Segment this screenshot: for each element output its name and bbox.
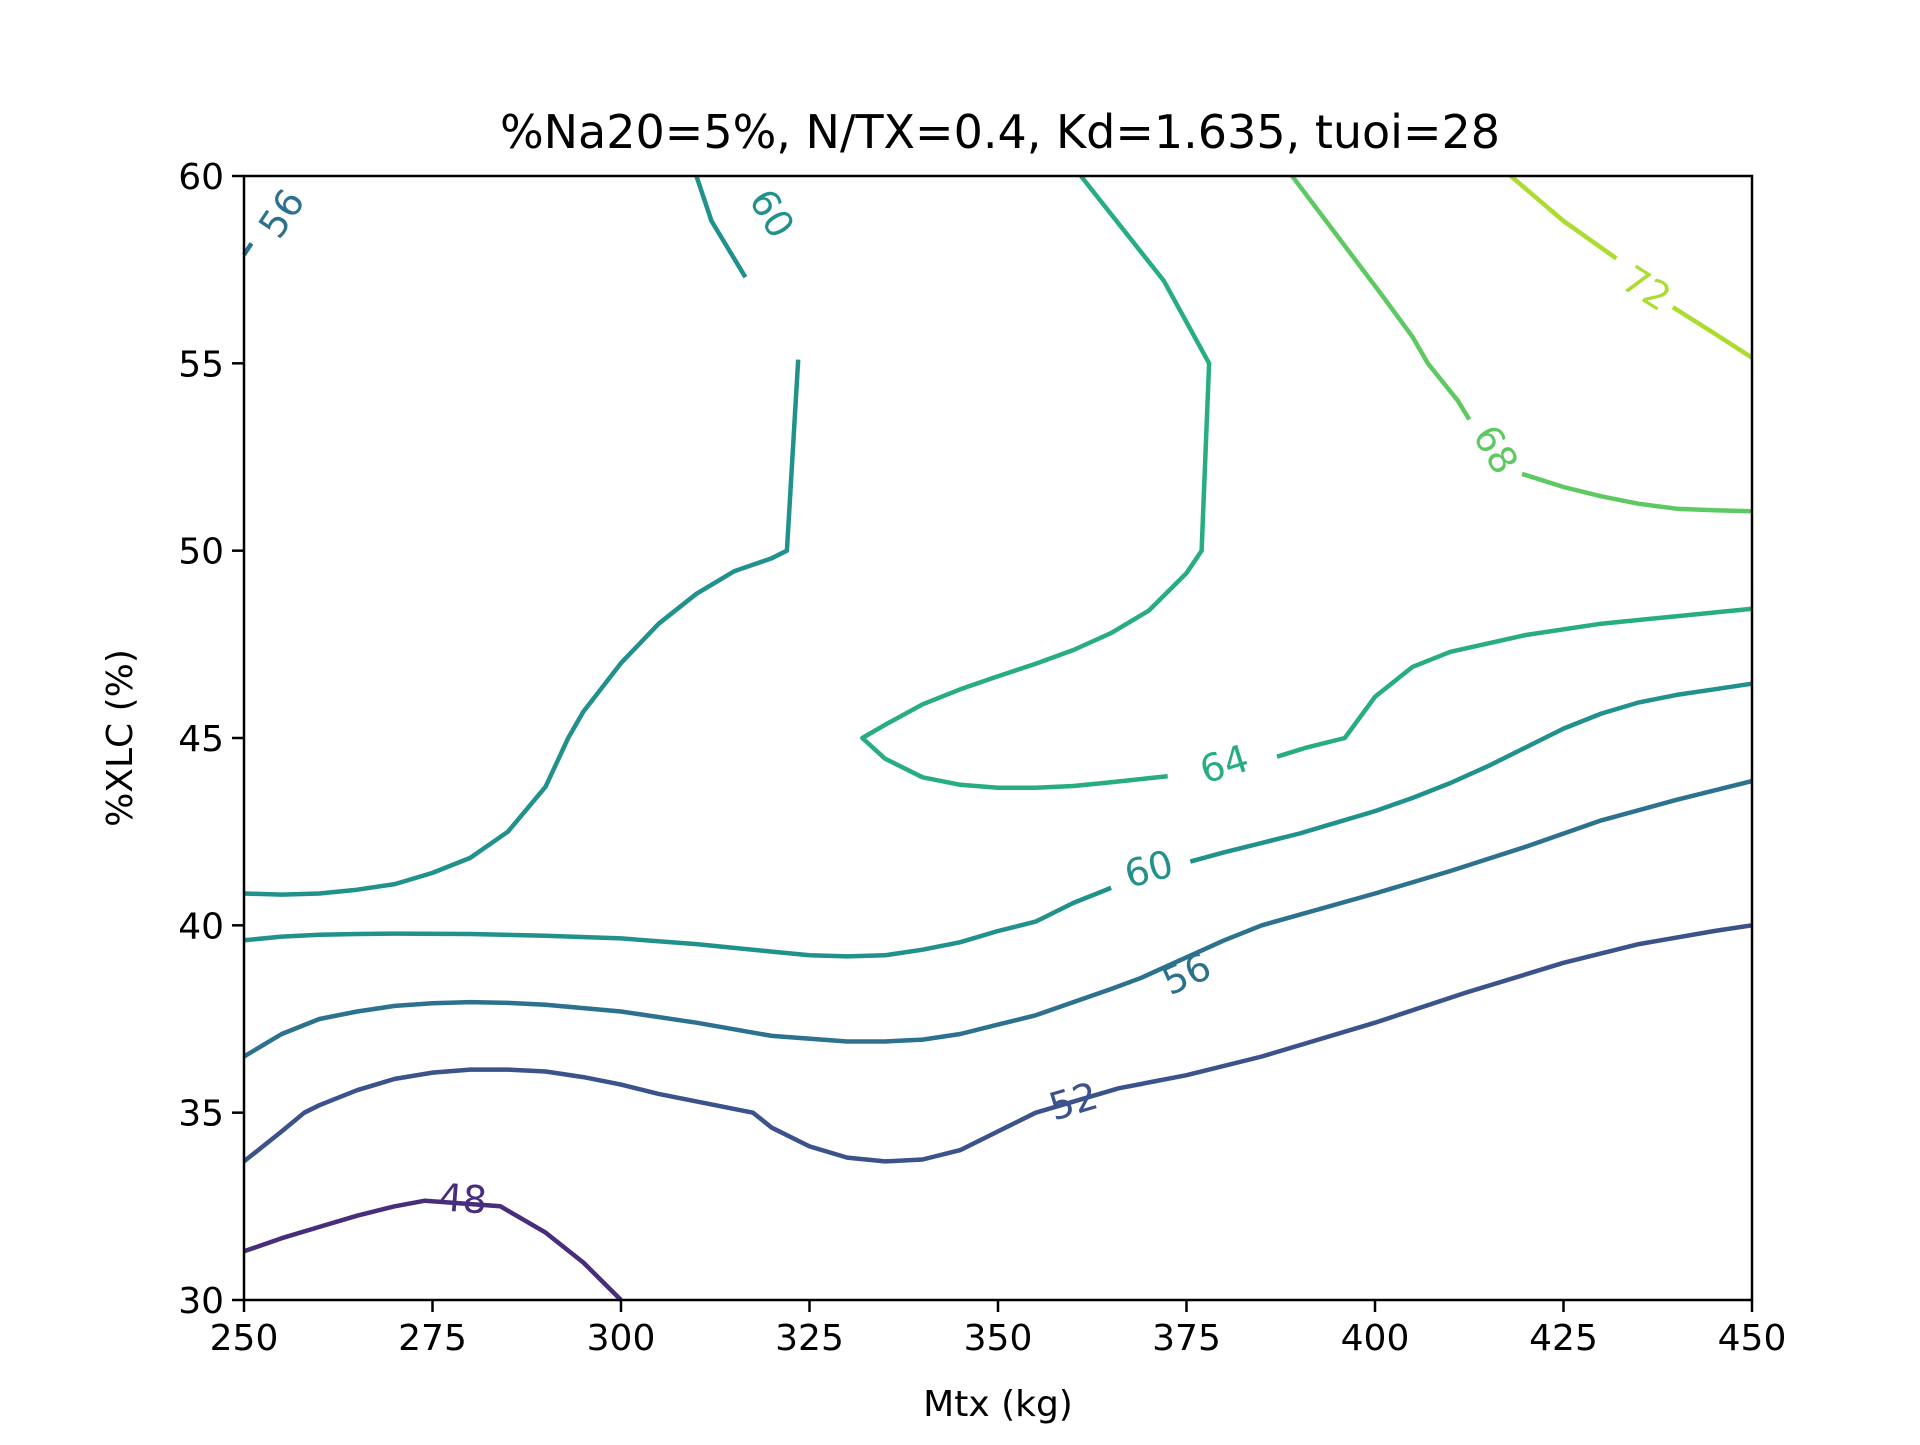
contour-label-72-0: 72 [1614,257,1678,320]
y-axis-label: %XLC (%) [100,649,141,827]
x-tick-label-250: 250 [210,1318,279,1359]
x-axis-label: Mtx (kg) [923,1384,1073,1425]
contour-line-60-3 [694,175,748,279]
contour-line-56-0 [242,778,1753,1059]
contour-line-60-0 [243,885,1112,959]
contour-label-48-0: 48 [437,1175,489,1223]
contour-line-64-1 [860,174,1212,791]
x-tick-label-350: 350 [964,1318,1033,1359]
contour-line-60-1 [1189,681,1753,864]
y-tick-label-50: 50 [178,532,224,573]
y-axis: 30 35 40 45 50 55 60 [178,157,244,1322]
x-tick-label-325: 325 [775,1318,844,1359]
y-tick-label-55: 55 [178,344,224,385]
x-tick-label-400: 400 [1341,1318,1410,1359]
chart-title: %Na20=5%, N/TX=0.4, Kd=1.635, tuoi=28 [500,105,1500,159]
contour-label-60-1: 60 [740,181,803,245]
contour-label-60-0: 60 [1120,841,1178,896]
contour-label-68-0: 68 [1464,417,1527,481]
x-tick-label-275: 275 [398,1318,467,1359]
contour-label-56-1: 56 [250,181,313,246]
y-tick-label-60: 60 [178,157,224,198]
x-tick-label-425: 425 [1529,1318,1598,1359]
contour-label-64-0: 64 [1195,736,1254,792]
contour-line-52-0 [242,923,1753,1164]
x-tick-label-375: 375 [1152,1318,1221,1359]
contour-line-68-1 [1521,471,1753,514]
contour-labels: 48 52 56 56 60 60 64 68 72 [250,181,1679,1222]
y-tick-label-35: 35 [178,1094,224,1135]
contour-line-68-0 [1290,174,1472,421]
x-tick-label-450: 450 [1718,1318,1787,1359]
y-tick-label-45: 45 [178,719,224,760]
contour-label-56-0: 56 [1155,944,1217,1004]
y-tick-label-30: 30 [178,1281,224,1322]
contour-line-72-0 [1509,174,1618,261]
contour-lines [242,174,1754,1302]
contour-line-64-0 [1276,606,1753,759]
x-tick-label-300: 300 [587,1318,656,1359]
contour-label-52-0: 52 [1044,1073,1103,1129]
x-axis: 250 275 300 325 350 375 400 425 450 [210,1300,1787,1359]
y-tick-label-40: 40 [178,906,224,947]
contour-line-48-0 [243,1198,623,1302]
contour-line-60-2 [243,359,801,897]
contour-line-72-1 [1671,305,1754,360]
